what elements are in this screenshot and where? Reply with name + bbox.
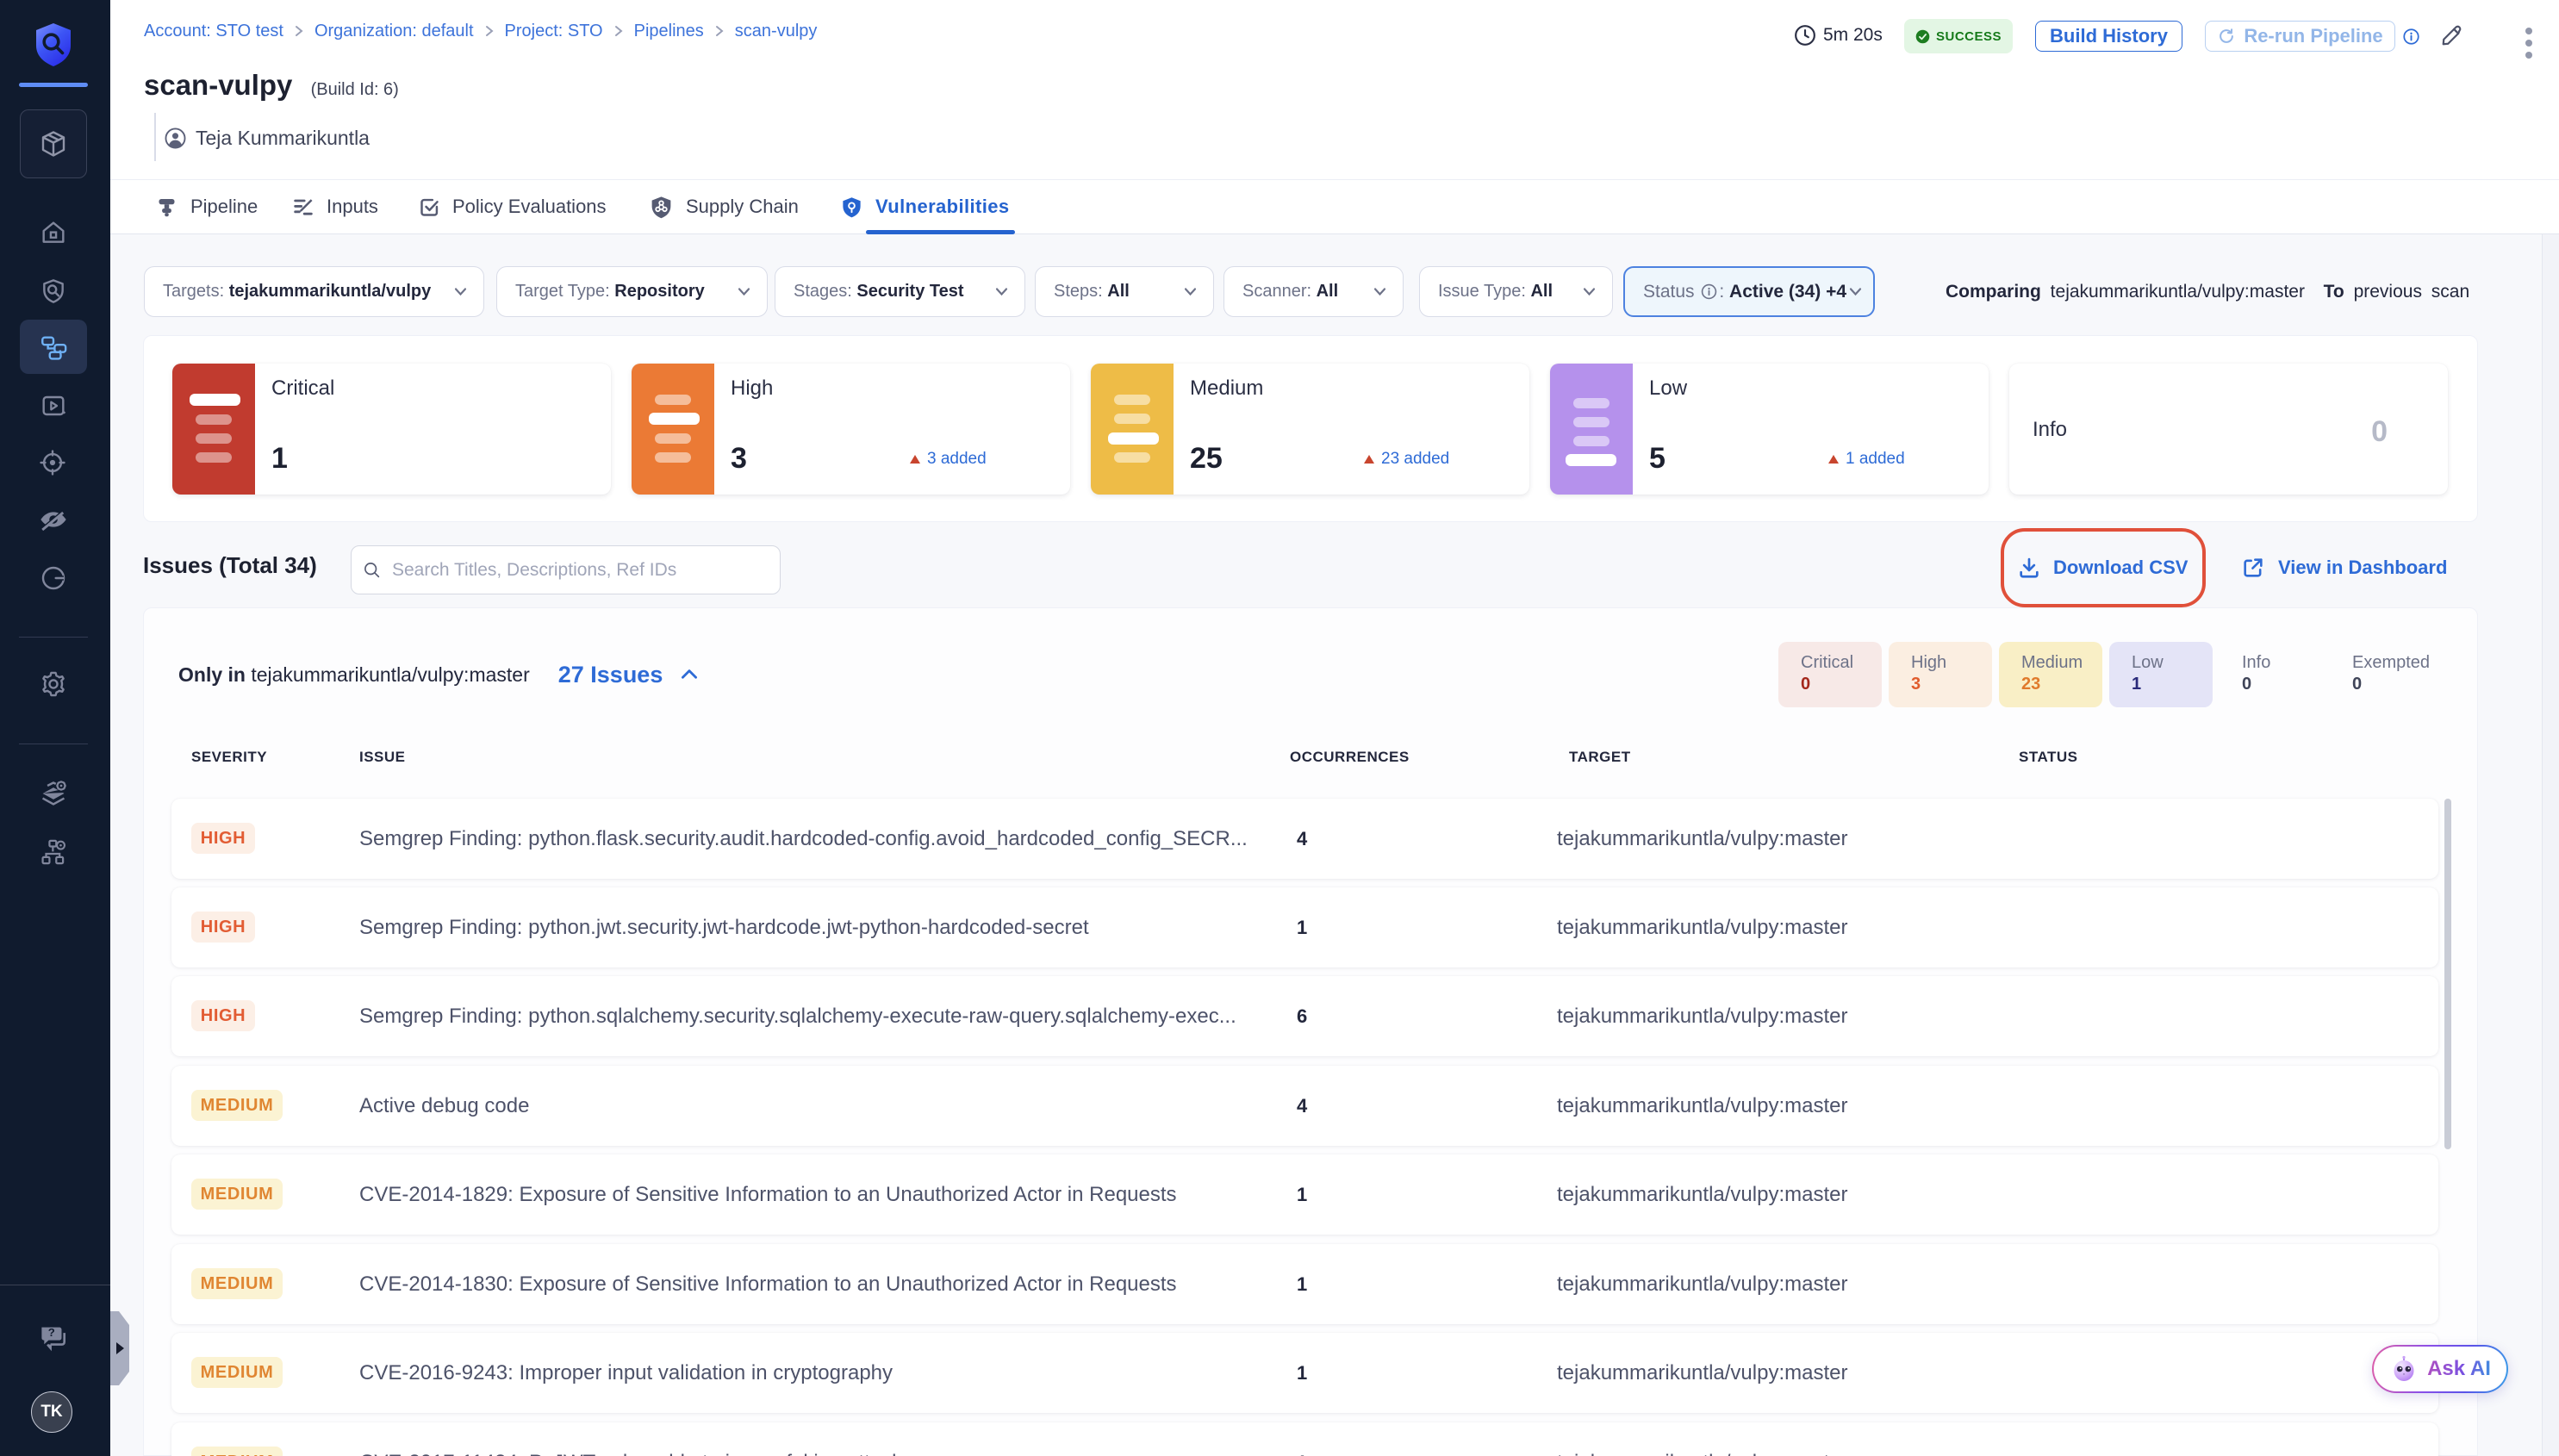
svg-text:?: ?	[48, 1326, 55, 1339]
